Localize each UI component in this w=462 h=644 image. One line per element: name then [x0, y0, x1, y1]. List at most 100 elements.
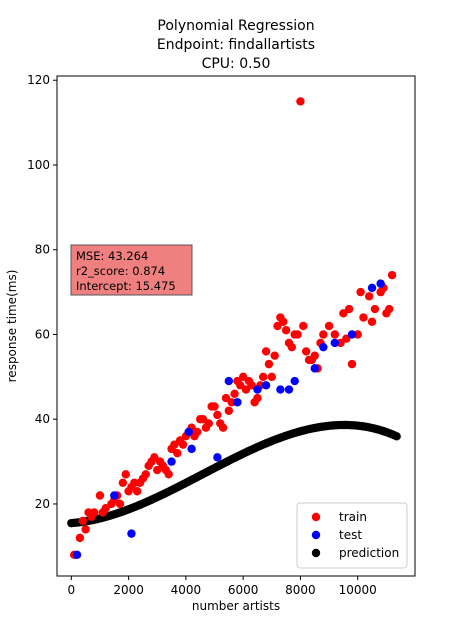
y-tick-label: 20	[35, 497, 50, 511]
train-point	[299, 321, 308, 331]
x-tick-label: 4000	[171, 583, 202, 597]
train-point	[264, 359, 274, 369]
legend-label-train: train	[339, 510, 367, 524]
train-point	[261, 347, 271, 356]
train-point	[273, 321, 282, 331]
y-tick-label: 60	[35, 327, 50, 341]
test-point	[284, 385, 294, 394]
test-point	[184, 427, 193, 437]
train-point	[293, 330, 302, 339]
train-point	[359, 313, 368, 322]
train-point	[121, 470, 130, 479]
train-point	[198, 415, 208, 424]
test-point	[187, 444, 196, 454]
y-tick-label: 80	[35, 243, 50, 257]
test-point	[319, 342, 328, 352]
test-point	[167, 457, 176, 466]
train-point	[150, 453, 159, 462]
train-point	[141, 470, 150, 479]
train-point	[101, 504, 110, 513]
y-tick-label: 120	[27, 73, 50, 87]
x-tick-label: 0	[67, 583, 75, 597]
plot-frame	[56, 75, 416, 577]
y-axis-label: response time(ms)	[5, 270, 19, 383]
legend: train test prediction	[296, 502, 408, 569]
train-point	[238, 372, 248, 382]
train-point	[241, 385, 251, 394]
train-point	[296, 97, 305, 106]
test-point	[367, 283, 377, 293]
train-point	[118, 478, 128, 487]
test-point	[127, 529, 136, 538]
train-point	[342, 334, 351, 343]
test-point	[72, 550, 82, 560]
train-point	[164, 470, 173, 479]
test-point	[213, 453, 222, 462]
legend-label-test: test	[339, 528, 362, 542]
stats-r2: r2_score: 0.874	[76, 264, 165, 278]
train-point	[204, 419, 213, 428]
train-point	[356, 287, 365, 297]
train-point	[267, 372, 276, 382]
train-point	[279, 317, 288, 326]
x-tick-label: 2000	[113, 583, 144, 597]
train-point	[81, 525, 90, 534]
train-point	[218, 423, 228, 432]
stats-box: MSE: 43.264 r2_score: 0.874 Intercept: 1…	[70, 244, 193, 296]
train-point	[75, 533, 85, 543]
train-point	[247, 381, 256, 390]
test-point	[261, 381, 271, 390]
test-point	[347, 330, 357, 339]
train-point	[193, 427, 202, 437]
train-point	[287, 342, 297, 352]
legend-marker-prediction	[311, 548, 321, 558]
test-point	[224, 376, 234, 386]
prediction-point	[392, 432, 401, 441]
train-point	[253, 393, 262, 403]
title-line-1: Polynomial Regression	[157, 18, 314, 34]
train-point	[213, 410, 222, 420]
train-point	[259, 372, 268, 382]
title-line-2: Endpoint: findallartists	[157, 37, 315, 53]
x-axis-ticks: 0 2000 4000 6000 8000 10000	[67, 576, 377, 597]
x-axis-label: number artists	[192, 599, 280, 613]
y-tick-label: 40	[35, 412, 50, 426]
stats-intercept: Intercept: 15.475	[76, 279, 176, 293]
stats-box-background	[70, 244, 193, 296]
train-point	[132, 487, 142, 496]
train-point	[347, 359, 357, 369]
stats-mse: MSE: 43.264	[76, 249, 148, 263]
train-point	[153, 465, 162, 475]
train-point	[344, 304, 354, 314]
train-point	[224, 406, 234, 415]
train-point	[310, 351, 319, 360]
train-point	[270, 351, 279, 360]
data-points	[67, 97, 401, 560]
train-point	[90, 508, 99, 517]
test-point	[376, 279, 385, 288]
title-line-3: CPU: 0.50	[202, 56, 271, 72]
train-point	[367, 317, 377, 326]
train-point	[324, 321, 334, 331]
test-point	[290, 376, 299, 386]
test-point	[330, 338, 340, 348]
chart-title: Polynomial Regression Endpoint: findalla…	[157, 18, 315, 72]
train-point	[330, 330, 340, 339]
train-point	[370, 304, 380, 314]
test-point	[233, 398, 242, 407]
train-point	[385, 304, 394, 314]
legend-marker-test	[311, 530, 321, 540]
train-point	[319, 330, 328, 339]
train-point	[364, 292, 374, 301]
train-point	[115, 499, 125, 509]
test-point	[276, 385, 285, 394]
legend-frame	[296, 502, 408, 569]
train-point	[210, 402, 219, 411]
test-point	[310, 364, 319, 373]
train-point	[221, 393, 231, 403]
train-point	[173, 448, 182, 458]
legend-marker-train	[311, 512, 321, 522]
train-point	[236, 381, 245, 390]
train-point	[301, 347, 311, 356]
